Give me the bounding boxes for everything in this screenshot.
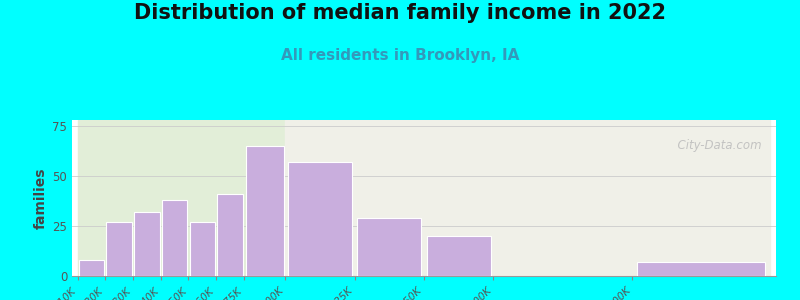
Bar bbox=[286, 120, 770, 276]
Bar bbox=[190, 222, 215, 276]
Bar bbox=[218, 194, 242, 276]
Text: Distribution of median family income in 2022: Distribution of median family income in … bbox=[134, 3, 666, 23]
Y-axis label: families: families bbox=[34, 167, 48, 229]
Bar bbox=[246, 146, 284, 276]
Text: City-Data.com: City-Data.com bbox=[670, 139, 762, 152]
Bar bbox=[358, 218, 422, 276]
Bar bbox=[162, 200, 187, 276]
Bar bbox=[106, 222, 132, 276]
Bar bbox=[288, 162, 352, 276]
Text: All residents in Brooklyn, IA: All residents in Brooklyn, IA bbox=[281, 48, 519, 63]
Bar bbox=[426, 236, 490, 276]
Bar bbox=[78, 260, 104, 276]
Bar bbox=[638, 262, 765, 276]
Bar bbox=[134, 212, 159, 276]
Bar bbox=[78, 120, 286, 276]
